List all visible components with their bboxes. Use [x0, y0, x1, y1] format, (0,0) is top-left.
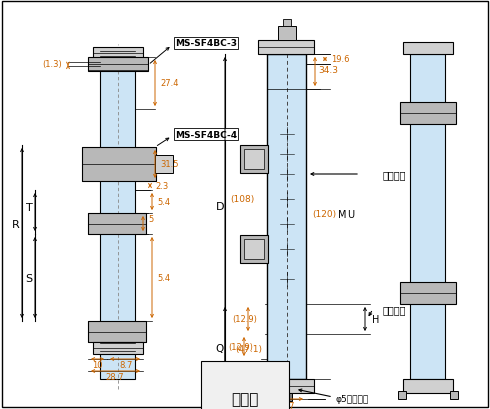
Text: M: M: [338, 209, 346, 220]
Text: 5.4: 5.4: [157, 198, 170, 207]
Text: T: T: [25, 202, 32, 213]
Bar: [82, 148, 156, 182]
Text: (120): (120): [312, 210, 336, 219]
Text: D: D: [216, 202, 224, 212]
Text: MS-SF4BC-3: MS-SF4BC-3: [175, 39, 237, 48]
Text: R: R: [12, 220, 20, 229]
Bar: [240, 236, 268, 263]
Text: 22.7: 22.7: [277, 402, 295, 409]
Bar: [93, 48, 143, 60]
Bar: [258, 41, 314, 55]
Bar: [240, 146, 268, 173]
Bar: [283, 20, 291, 27]
Text: (12.9): (12.9): [228, 343, 253, 352]
Bar: [93, 342, 143, 354]
Bar: [282, 393, 292, 401]
Text: 31.5: 31.5: [160, 160, 178, 169]
Text: (1.3): (1.3): [42, 61, 62, 70]
Bar: [410, 55, 445, 379]
Text: Q: Q: [215, 344, 223, 354]
Bar: [398, 391, 406, 399]
Text: 検測幅度: 検測幅度: [383, 170, 407, 180]
Text: 27.4: 27.4: [160, 79, 178, 88]
Text: 10: 10: [92, 361, 102, 370]
Text: 2.3: 2.3: [155, 182, 168, 191]
Text: U: U: [347, 209, 354, 220]
Bar: [88, 213, 146, 234]
Bar: [267, 55, 306, 379]
Text: 28.7: 28.7: [106, 373, 124, 382]
Bar: [450, 391, 458, 399]
Text: (108): (108): [230, 195, 254, 204]
Bar: [403, 43, 453, 55]
Bar: [244, 150, 264, 170]
Text: φ5灰色電線: φ5灰色電線: [335, 395, 368, 404]
Bar: [88, 58, 148, 72]
Bar: [400, 103, 456, 125]
Bar: [100, 55, 135, 379]
Text: (12.9): (12.9): [232, 315, 257, 324]
Bar: [244, 239, 264, 259]
Text: S: S: [25, 273, 32, 283]
Bar: [403, 379, 453, 393]
Text: (47.1): (47.1): [235, 344, 262, 353]
Bar: [400, 282, 456, 304]
Text: 19.6: 19.6: [331, 55, 349, 64]
Text: 5: 5: [148, 214, 153, 223]
Text: 投光器: 投光器: [231, 391, 259, 407]
Bar: [88, 321, 146, 342]
Text: 5.4: 5.4: [157, 273, 170, 282]
Text: MS-SF4BC-4: MS-SF4BC-4: [175, 130, 237, 139]
Bar: [258, 379, 314, 393]
Text: 光軸間隔: 光軸間隔: [383, 304, 407, 314]
Text: 34.3: 34.3: [318, 66, 338, 75]
Text: H: H: [372, 314, 379, 324]
Bar: [155, 155, 173, 173]
Text: 8.7: 8.7: [119, 361, 133, 370]
Bar: [278, 27, 296, 41]
